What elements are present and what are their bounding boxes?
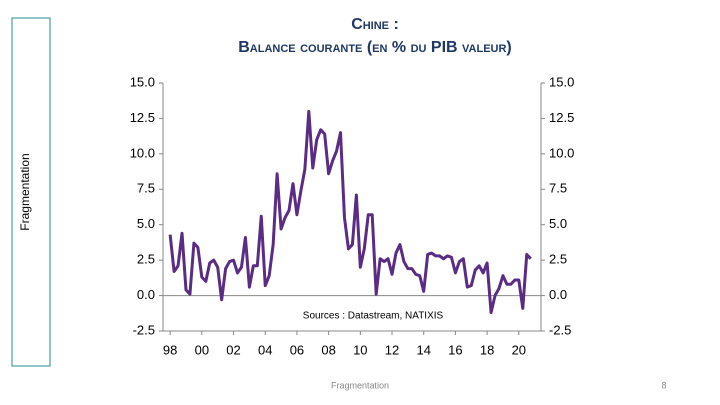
x-tick-label: 06 (290, 342, 304, 357)
sidebar-label: Fragmentation (18, 153, 32, 230)
x-tick-label: 00 (195, 342, 209, 357)
y2-tick-label: 12.5 (549, 110, 574, 125)
y2-tick-label: 2.5 (549, 252, 567, 267)
y-tick-label: 2.5 (137, 252, 155, 267)
x-tick-label: 18 (480, 342, 494, 357)
y2-tick-label: -2.5 (549, 322, 571, 337)
page-number: 8 (661, 380, 666, 390)
y2-tick-label: 7.5 (549, 181, 567, 196)
y-tick-label: 7.5 (137, 181, 155, 196)
y-tick-label: 10.0 (130, 145, 155, 160)
x-tick-label: 10 (353, 342, 367, 357)
x-tick-label: 16 (448, 342, 462, 357)
x-tick-label: 98 (163, 342, 177, 357)
chart-subtitle: Balance courante (en % du PIB valeur) (238, 39, 512, 56)
y-tick-label: -2.5 (133, 322, 155, 337)
data-line (168, 109, 532, 315)
y-tick-label: 12.5 (130, 110, 155, 125)
y-tick-label: 5.0 (137, 216, 155, 231)
x-tick-label: 14 (416, 342, 430, 357)
x-tick-label: 08 (321, 342, 335, 357)
x-tick-label: 04 (258, 342, 272, 357)
annotation: Sources : Datastream, NATIXIS (303, 311, 444, 322)
chart-title: Chine : (351, 16, 399, 33)
sidebar-box (11, 17, 51, 367)
y2-tick-label: 5.0 (549, 216, 567, 231)
y2-tick-label: 15.0 (549, 74, 574, 89)
footer-text: Fragmentation (331, 380, 389, 390)
x-tick-label: 12 (385, 342, 399, 357)
y2-tick-label: 0.0 (549, 287, 567, 302)
y2-tick-label: 10.0 (549, 145, 574, 160)
x-tick-label: 02 (226, 342, 240, 357)
y-tick-label: 0.0 (137, 287, 155, 302)
y-tick-label: 15.0 (130, 74, 155, 89)
x-tick-label: 20 (512, 342, 526, 357)
